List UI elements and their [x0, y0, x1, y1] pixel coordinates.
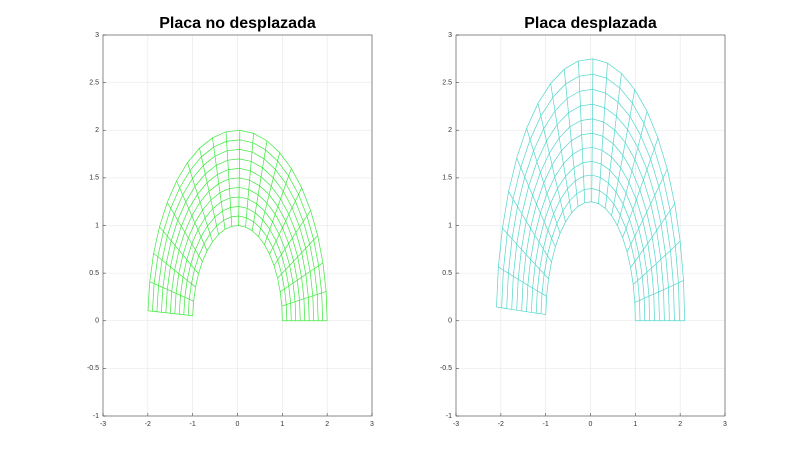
y-tick-label: -0.5 [440, 365, 452, 372]
mesh-radial-line [598, 63, 608, 204]
mesh-radial-line [563, 69, 579, 207]
y-tick-label: 1 [95, 222, 99, 229]
mesh-radial-line [149, 281, 194, 302]
x-tick-label: 2 [678, 421, 682, 428]
y-tick-label: -1 [446, 413, 452, 420]
y-tick-label: 2.5 [89, 79, 99, 86]
mesh-radial-line [238, 130, 241, 226]
mesh-radial-line [153, 253, 196, 288]
mesh-radial-line [251, 140, 268, 231]
x-tick-label: -2 [145, 421, 151, 428]
x-tick-label: -1 [190, 421, 196, 428]
y-tick-label: 1.5 [442, 175, 452, 182]
x-tick-label: 2 [325, 421, 329, 428]
mesh-radial-line [199, 148, 219, 235]
mesh [147, 129, 328, 322]
mesh-radial-line [264, 168, 292, 245]
mesh-radial-line [212, 137, 226, 230]
mesh-radial-line [508, 191, 552, 263]
mesh-radial-line [617, 111, 648, 226]
mesh-radial-line [273, 210, 311, 266]
y-tick-label: 1 [448, 222, 452, 229]
mesh-radial-line [187, 162, 213, 242]
y-tick-label: 0.5 [442, 270, 452, 277]
mesh-radial-line [516, 157, 556, 247]
mesh-radial-line [280, 262, 324, 293]
mesh-radial-line [626, 168, 668, 252]
mesh-radial-line [176, 180, 208, 251]
x-tick-label: 3 [723, 421, 727, 428]
y-tick-label: 1.5 [89, 175, 99, 182]
mesh-radial-line [632, 240, 681, 285]
mesh-radial-line [281, 291, 327, 307]
mesh-radial-line [502, 227, 549, 279]
y-tick-label: 3 [95, 32, 99, 39]
axes-box [102, 34, 373, 417]
mesh [496, 58, 685, 322]
mesh-radial-line [269, 187, 303, 255]
mesh-radial-line [277, 235, 318, 279]
y-tick-label: 3 [448, 32, 452, 39]
x-tick-label: 0 [236, 421, 240, 428]
x-tick-label: -2 [498, 421, 504, 428]
y-tick-label: 0 [448, 318, 452, 325]
mesh-radial-line [634, 280, 684, 303]
x-tick-label: -3 [100, 421, 106, 428]
x-tick-label: 0 [589, 421, 593, 428]
mesh-radial-line [147, 310, 193, 317]
mesh-radial-line [591, 58, 594, 202]
x-tick-label: -1 [543, 421, 549, 428]
y-tick-label: 2 [448, 127, 452, 134]
mesh-radial-line [526, 128, 561, 234]
mesh-radial-line [611, 89, 636, 216]
mesh-radial-line [166, 202, 203, 262]
x-tick-label: 3 [370, 421, 374, 428]
mesh-radial-line [498, 266, 547, 297]
mesh-radial-line [537, 103, 566, 223]
mesh-radial-line [578, 60, 586, 203]
y-tick-label: 0.5 [89, 270, 99, 277]
mesh-radial-line [630, 203, 676, 268]
chart-title: Placa desplazada [524, 15, 657, 32]
x-tick-label: -3 [453, 421, 459, 428]
chart-title: Placa no desplazada [159, 15, 316, 32]
mesh-radial-line [622, 137, 659, 238]
y-tick-label: -1 [93, 413, 99, 420]
mesh-radial-line [550, 83, 572, 213]
mesh-radial-line [604, 73, 622, 209]
x-tick-label: 1 [280, 421, 284, 428]
axes-box [455, 34, 726, 417]
mesh-radial-line [258, 152, 281, 237]
mesh-radial-line [159, 226, 199, 274]
y-tick-label: 0 [95, 318, 99, 325]
mesh-radial-line [225, 131, 233, 227]
y-tick-label: -0.5 [87, 365, 99, 372]
x-tick-label: 1 [633, 421, 637, 428]
mesh-radial-line [496, 306, 546, 315]
y-tick-label: 2 [95, 127, 99, 134]
y-tick-label: 2.5 [442, 79, 452, 86]
mesh-radial-line [245, 133, 254, 228]
